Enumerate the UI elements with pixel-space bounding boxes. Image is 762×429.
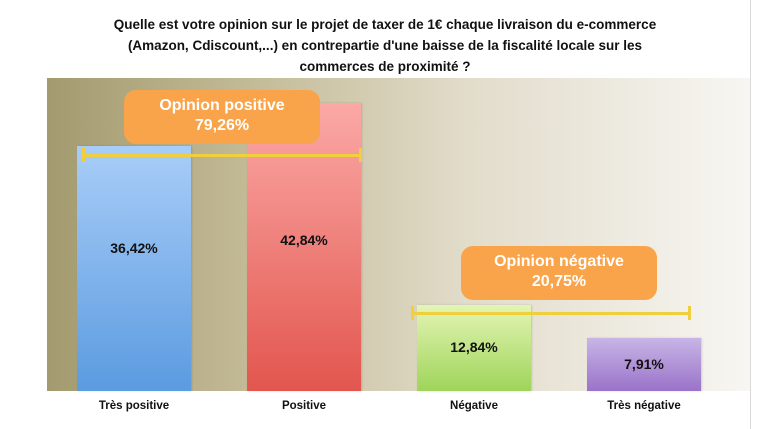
category-label-tres-positive: Très positive [98,400,170,412]
negative-range-bracket [411,306,691,320]
bar-tres-negative [587,338,701,391]
category-label-negative: Négative [450,400,498,412]
range-cap-right [688,306,691,320]
value-label-positive: 42,84% [280,232,328,248]
opinion-negative-value: 20,75% [531,273,587,290]
value-label-tres-positive: 36,42% [110,240,158,256]
range-cap-right [359,148,362,162]
bar-tres-positive [77,146,191,391]
opinion-positive-title: Opinion positive [159,97,285,114]
range-line [411,312,691,315]
category-label-tres-negative: Très négative [607,400,681,412]
range-cap-left [82,148,85,162]
bar-positive [247,103,361,391]
title-line-2: (Amazon, Cdiscount,...) en contrepartie … [127,38,643,53]
opinion-positive-callout: Opinion positive 79,26% [124,90,320,144]
opinion-negative-title: Opinion négative [494,253,624,270]
border-line [750,0,751,429]
value-label-negative: 12,84% [450,339,498,355]
positive-range-bracket [82,148,362,162]
category-label-positive: Positive [281,400,327,412]
title-line-3: commerces de proximité ? [299,59,471,74]
range-cap-left [411,306,414,320]
bar-negative [417,305,531,391]
value-label-tres-negative: 7,91% [624,356,664,372]
opinion-positive-value: 79,26% [194,117,250,134]
range-line [82,154,362,157]
opinion-negative-callout: Opinion négative 20,75% [461,246,657,300]
chart-title: Quelle est votre opinion sur le projet d… [40,14,730,77]
title-line-1: Quelle est votre opinion sur le projet d… [113,17,657,32]
